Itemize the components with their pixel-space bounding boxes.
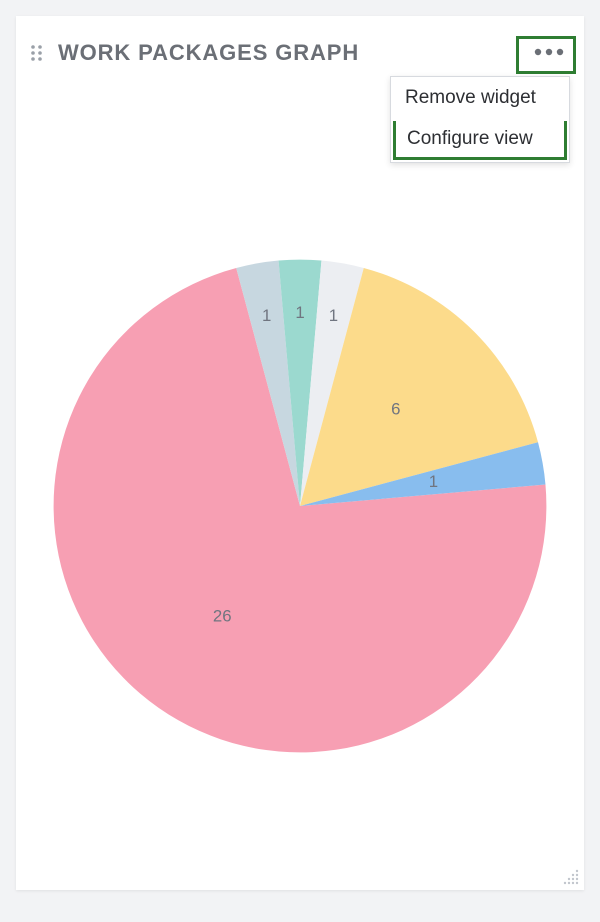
widget-header: WORK PACKAGES GRAPH Remove widget Config… [16, 16, 584, 90]
pie-slice-label: 1 [295, 303, 304, 322]
more-button[interactable] [524, 38, 574, 66]
widget-card: WORK PACKAGES GRAPH Remove widget Config… [16, 16, 584, 890]
pie-slice-label: 1 [262, 306, 271, 325]
resize-handle-icon[interactable] [562, 868, 580, 886]
pie-slice-label: 1 [329, 306, 338, 325]
more-icon [532, 47, 566, 57]
menu-item-remove-widget[interactable]: Remove widget [391, 77, 569, 119]
drag-dots-svg [28, 44, 46, 62]
pie-slice-label: 26 [213, 606, 232, 625]
menu-item-label: Remove widget [405, 87, 536, 108]
resize-grip-svg [562, 868, 580, 886]
widget-menu-dropdown: Remove widget Configure view [390, 76, 570, 163]
widget-title: WORK PACKAGES GRAPH [58, 40, 359, 66]
menu-item-label: Configure view [407, 128, 533, 149]
menu-item-configure-view[interactable]: Configure view [393, 121, 567, 160]
drag-handle-icon[interactable] [28, 44, 46, 62]
pie-slice-label: 1 [429, 472, 438, 491]
pie-chart: 2611161 [16, 206, 584, 806]
pie-slice-label: 6 [391, 400, 400, 419]
pie-chart-svg: 2611161 [20, 206, 580, 806]
